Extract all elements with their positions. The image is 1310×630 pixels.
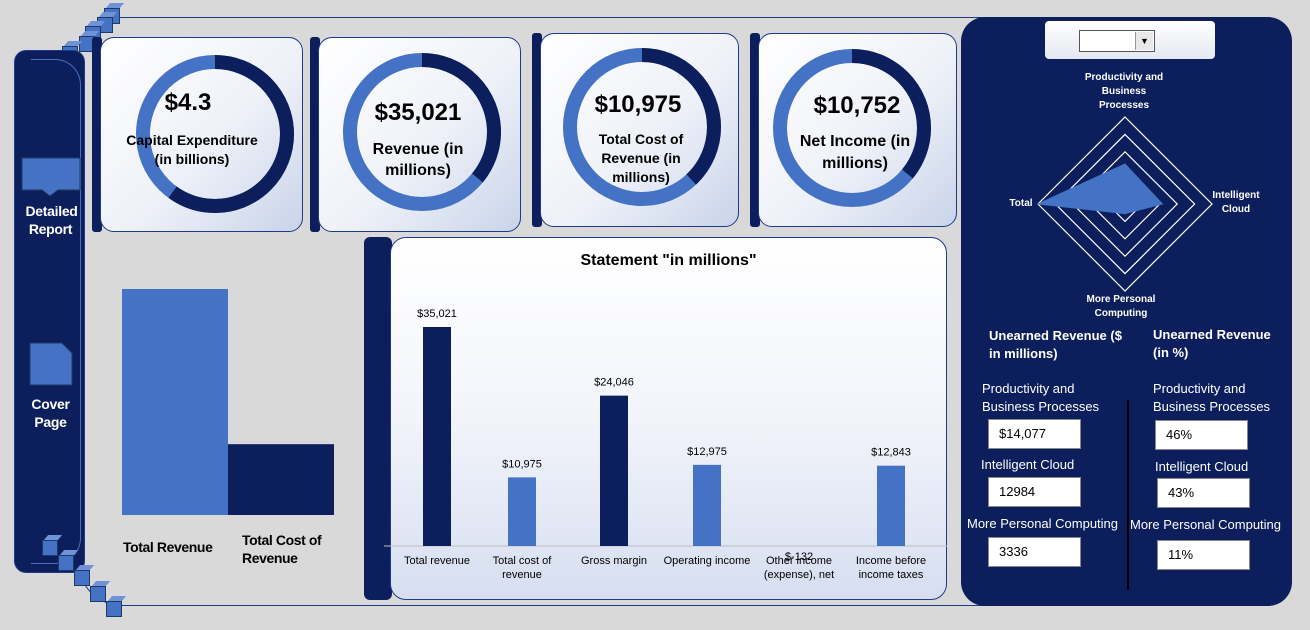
statement-bar <box>693 465 721 546</box>
category-label: Income before income taxes <box>856 555 926 581</box>
radar-label-total: Total <box>1001 197 1041 211</box>
radar-chart <box>961 17 1292 317</box>
kpi-value: $10,975 <box>558 91 718 119</box>
kpi-card-cost-of-revenue: $10,975 Total Cost of Revenue (in millio… <box>532 33 739 227</box>
column-divider <box>1127 400 1129 590</box>
amount-field-cloud[interactable]: 12984 <box>988 477 1081 507</box>
statement-bar <box>423 327 451 546</box>
percent-field-productivity[interactable]: 46% <box>1155 420 1248 450</box>
unearned-percent-title: Unearned Revenue (in %) <box>1153 326 1283 362</box>
kpi-card-capex: $4.3 Capital Expenditure (in billions) <box>92 37 303 232</box>
unearned-amount-title: Unearned Revenue ($ in millions) <box>989 327 1129 363</box>
cube-decoration-icon <box>42 540 58 556</box>
statement-bars: $35,021 Total revenue $10,975 Total cost of… <box>364 237 947 600</box>
data-label: $10,975 <box>502 458 542 470</box>
percent-label-personal: More Personal Computing <box>1130 516 1290 534</box>
radar-label-cloud: Intelligent Cloud <box>1206 189 1266 217</box>
amount-label-personal: More Personal Computing <box>967 515 1127 533</box>
radar-label-productivity: Productivity and Business Processes <box>1079 71 1169 113</box>
cube-decoration-icon <box>74 570 90 586</box>
detailed-report-label: Detailed Report <box>26 202 76 238</box>
kpi-label: Net Income (in millions) <box>790 131 920 175</box>
revenue-vs-cost-chart: Total Revenue Total Cost of Revenue <box>98 275 358 575</box>
statement-chart: Statement "in millions" $35,021 Total rev… <box>364 237 947 600</box>
comparison-bar <box>122 289 228 515</box>
document-icon <box>28 341 74 387</box>
data-label: $12,975 <box>687 446 727 458</box>
radar-label-personal: More Personal Computing <box>1071 293 1171 321</box>
amount-field-personal[interactable]: 3336 <box>988 537 1081 567</box>
statement-bar <box>508 477 536 546</box>
amount-label-productivity: Productivity and Business Processes <box>982 380 1122 416</box>
sidebar: Detailed Report Cover Page <box>14 50 85 573</box>
data-label: $24,046 <box>594 377 634 389</box>
percent-label-productivity: Productivity and Business Processes <box>1153 380 1283 416</box>
kpi-donut <box>750 33 957 227</box>
detailed-report-button[interactable]: Detailed Report <box>15 156 86 238</box>
kpi-label: Revenue (in millions) <box>348 139 488 181</box>
kpi-value: $4.3 <box>108 89 268 117</box>
kpi-label: Total Cost of Revenue (in millions) <box>578 130 704 187</box>
statement-bar <box>877 466 905 546</box>
cube-decoration-icon <box>90 586 106 602</box>
kpi-donut <box>310 37 521 232</box>
folder-tab-icon <box>20 156 82 198</box>
category-label: Gross margin <box>581 555 647 567</box>
kpi-card-net-income: $10,752 Net Income (in millions) <box>750 33 957 227</box>
amount-label-cloud: Intelligent Cloud <box>981 456 1121 474</box>
comparison-bar <box>228 444 334 515</box>
percent-field-cloud[interactable]: 43% <box>1157 478 1250 508</box>
kpi-value: $10,752 <box>777 92 937 120</box>
sidebar-rail <box>31 59 81 564</box>
percent-field-personal[interactable]: 11% <box>1157 540 1250 570</box>
kpi-value: $35,021 <box>338 99 498 127</box>
cover-page-label: Cover Page <box>31 395 71 431</box>
revenue-vs-cost-bars <box>98 275 358 520</box>
percent-label-cloud: Intelligent Cloud <box>1155 458 1285 476</box>
data-label: $12,843 <box>871 447 911 459</box>
data-label: $35,021 <box>417 308 457 320</box>
cover-page-button[interactable]: Cover Page <box>15 341 86 431</box>
amount-field-productivity[interactable]: $14,077 <box>988 419 1081 449</box>
category-label: Other income (expense), net <box>764 555 834 581</box>
comparison-label-cost: Total Cost of Revenue <box>242 531 342 567</box>
cube-decoration-icon <box>106 601 122 617</box>
kpi-card-revenue: $35,021 Revenue (in millions) <box>310 37 521 232</box>
category-label: Total cost of revenue <box>493 555 553 581</box>
cube-decoration-icon <box>58 555 74 571</box>
right-panel: ▼ Productivity and Business Processes In… <box>961 17 1292 606</box>
statement-bar <box>600 396 628 546</box>
category-label: Operating income <box>664 555 751 567</box>
category-label: Total revenue <box>404 555 470 567</box>
kpi-label: Capital Expenditure (in billions) <box>122 131 262 169</box>
comparison-label-revenue: Total Revenue <box>123 538 233 556</box>
radar-series-area <box>1038 164 1162 214</box>
